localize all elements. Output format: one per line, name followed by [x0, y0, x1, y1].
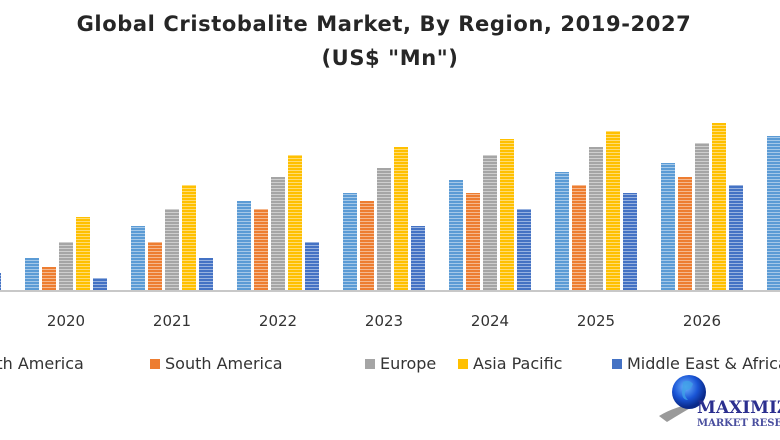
bar-2024-asia-pacific — [500, 139, 514, 290]
x-tick-label: 2023 — [365, 312, 403, 330]
bar-2022-south-america — [254, 209, 268, 290]
bar-2023-asia-pacific — [394, 147, 408, 290]
bar-2020-middle-east-africa — [93, 278, 107, 290]
bar-2024-north-america — [449, 180, 463, 290]
legend-swatch — [150, 358, 160, 369]
bar-2027-north-america — [767, 136, 780, 290]
bar-2021-north-america — [131, 226, 145, 290]
bar-2021-middle-east-africa — [199, 258, 213, 290]
bar-2021-europe — [165, 209, 179, 290]
bar-2020-asia-pacific — [76, 217, 90, 290]
x-tick-label: 2021 — [153, 312, 191, 330]
bar-2020-north-america — [25, 258, 39, 290]
bar-2023-europe — [377, 168, 391, 290]
bar-2026-north-america — [661, 163, 675, 290]
chart-subtitle: (US$ "Mn") — [321, 46, 459, 70]
logo-subtitle: MARKET RESEARCH — [697, 418, 780, 429]
bar-2026-south-america — [678, 177, 692, 290]
bar-2022-europe — [271, 177, 285, 290]
legend-label: North America — [0, 354, 84, 373]
bar-2025-middle-east-africa — [623, 193, 637, 290]
bar-2023-south-america — [360, 201, 374, 290]
maximize-logo: MAXIMIZE MARKET RESEARCH — [655, 372, 780, 440]
bar-2021-south-america — [148, 242, 162, 290]
bar-2023-middle-east-africa — [411, 226, 425, 290]
bar-2021-asia-pacific — [182, 185, 196, 290]
x-tick-label: 2024 — [471, 312, 509, 330]
legend-item: Asia Pacific — [458, 354, 562, 373]
legend-swatch — [458, 358, 468, 369]
bar-2026-asia-pacific — [712, 123, 726, 290]
legend-item: South America — [150, 354, 283, 373]
bar-2022-middle-east-africa — [305, 242, 319, 290]
bar-2022-asia-pacific — [288, 155, 302, 290]
logo-name: MAXIMIZE — [697, 398, 780, 418]
bar-2025-north-america — [555, 172, 569, 290]
x-tick-label: 2026 — [683, 312, 721, 330]
legend-swatch — [365, 358, 375, 369]
globe-icon — [659, 375, 706, 422]
bar-2023-north-america — [343, 193, 357, 290]
bar-2025-asia-pacific — [606, 131, 620, 290]
legend-swatch — [612, 358, 622, 369]
bar-2024-europe — [483, 155, 497, 290]
legend-item: North America — [0, 354, 84, 373]
x-tick-label: 2022 — [259, 312, 297, 330]
legend-label: Asia Pacific — [473, 354, 563, 373]
bar-2025-south-america — [572, 185, 586, 290]
bar-2022-north-america — [237, 201, 251, 290]
bar-2019-middle-east-africa — [0, 273, 1, 290]
x-tick-label: 2020 — [47, 312, 85, 330]
bar-2026-middle-east-africa — [729, 185, 743, 290]
bar-2026-europe — [695, 143, 709, 290]
bar-2024-south-america — [466, 193, 480, 290]
legend-item: Middle East & Africa — [612, 354, 780, 373]
bar-2024-middle-east-africa — [517, 209, 531, 290]
x-tick-label: 2025 — [577, 312, 615, 330]
bar-2025-europe — [589, 147, 603, 290]
chart-title: Global Cristobalite Market, By Region, 2… — [76, 12, 692, 36]
bar-2020-europe — [59, 242, 73, 290]
legend-label: Middle East & Africa — [627, 354, 780, 373]
legend-label: Europe — [380, 354, 437, 373]
bar-2020-south-america — [42, 267, 56, 290]
legend-label: South America — [165, 354, 283, 373]
legend-item: Europe — [365, 354, 436, 373]
